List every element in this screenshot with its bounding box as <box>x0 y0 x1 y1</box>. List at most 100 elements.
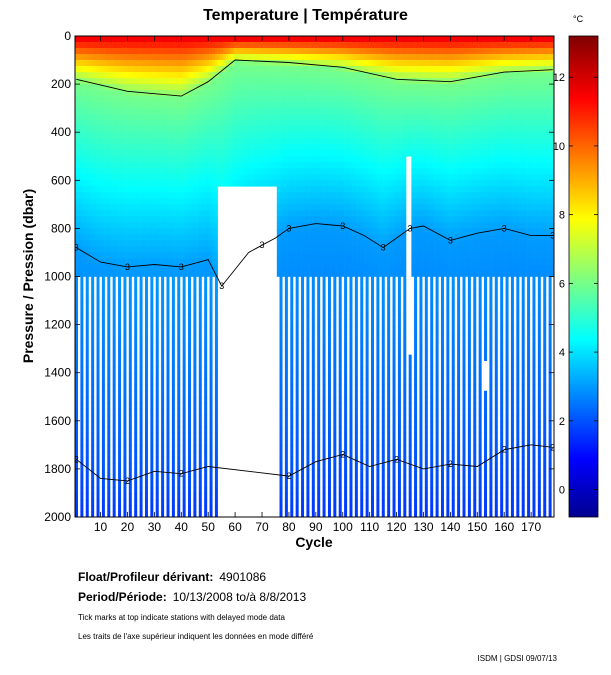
heatmap-cell <box>182 354 186 361</box>
heatmap-cell <box>292 84 296 91</box>
heatmap-cell <box>309 270 313 277</box>
heatmap-cell <box>150 234 154 241</box>
heatmap-cell <box>298 186 302 193</box>
heatmap-cell <box>80 270 84 277</box>
heatmap-cell <box>198 384 202 392</box>
heatmap-cell <box>171 48 175 55</box>
heatmap-cell <box>295 180 299 187</box>
heatmap-cell <box>83 90 87 97</box>
heatmap-cell <box>134 414 138 422</box>
heatmap-cell <box>236 168 240 175</box>
heatmap-cell <box>225 54 229 61</box>
heatmap-cell <box>112 414 116 422</box>
heatmap-cell <box>118 498 122 506</box>
heatmap-cell <box>93 216 97 223</box>
heatmap-cell <box>263 60 267 67</box>
heatmap-cell <box>147 96 151 103</box>
heatmap-cell <box>223 144 226 151</box>
heatmap-cell <box>153 174 157 181</box>
heatmap-cell <box>309 168 313 175</box>
heatmap-cell <box>112 492 116 500</box>
heatmap-cell <box>171 462 175 470</box>
heatmap-cell <box>198 378 202 386</box>
heatmap-cell <box>128 132 132 139</box>
heatmap-cell <box>112 60 116 67</box>
heatmap-cell <box>282 114 286 121</box>
heatmap-cell <box>247 54 251 61</box>
heatmap-cell <box>241 66 245 73</box>
heatmap-cell <box>99 42 103 49</box>
heatmap-cell <box>107 420 111 428</box>
heatmap-cell <box>325 192 329 199</box>
heatmap-cell <box>171 90 175 97</box>
heatmap-cell <box>212 144 216 151</box>
heatmap-cell <box>169 252 173 259</box>
heatmap-cell <box>150 330 154 337</box>
heatmap-cell <box>155 156 159 163</box>
heatmap-cell <box>120 222 124 229</box>
heatmap-cell <box>166 234 170 241</box>
heatmap-cell <box>239 138 243 145</box>
heatmap-cell <box>271 96 275 103</box>
heatmap-cell <box>225 72 229 79</box>
heatmap-cell <box>161 336 165 343</box>
heatmap-cell <box>209 264 213 271</box>
heatmap-cell <box>139 420 143 428</box>
heatmap-cell <box>327 264 331 271</box>
heatmap-cell <box>107 492 111 500</box>
heatmap-cell <box>295 168 299 175</box>
heatmap-cell <box>144 114 148 121</box>
heatmap-cell <box>295 216 299 223</box>
heatmap-cell <box>196 162 200 169</box>
heatmap-cell <box>131 270 135 277</box>
heatmap-cell <box>274 144 278 151</box>
heatmap-cell <box>317 348 321 355</box>
heatmap-cell <box>282 246 286 253</box>
heatmap-cell <box>209 162 213 169</box>
heatmap-cell <box>131 210 135 217</box>
heatmap-cell <box>188 372 192 380</box>
heatmap-cell <box>139 354 143 361</box>
heatmap-cell <box>93 258 97 265</box>
heatmap-cell <box>220 108 224 115</box>
heatmap-cell <box>171 156 175 163</box>
heatmap-cell <box>303 36 307 43</box>
heatmap-cell <box>179 150 183 157</box>
heatmap-cell <box>225 120 229 127</box>
heatmap-cell <box>123 174 127 181</box>
heatmap-cell <box>290 54 294 61</box>
heatmap-cell <box>309 54 313 61</box>
heatmap-cell <box>109 144 113 151</box>
heatmap-cell <box>214 318 218 325</box>
heatmap-cell <box>112 450 116 458</box>
heatmap-cell <box>279 300 283 307</box>
heatmap-cell <box>220 96 224 103</box>
heatmap-cell <box>75 42 78 49</box>
heatmap-cell <box>144 480 148 488</box>
heatmap-cell <box>311 276 315 283</box>
heatmap-cell <box>134 258 138 265</box>
heatmap-cell <box>274 36 278 43</box>
heatmap-cell <box>83 228 87 235</box>
heatmap-cell <box>139 138 143 145</box>
heatmap-cell <box>282 180 286 187</box>
heatmap-cell <box>282 54 286 61</box>
heatmap-cell <box>209 474 213 482</box>
heatmap-cell <box>257 150 261 157</box>
heatmap-cell <box>123 168 127 175</box>
heatmap-cell <box>209 324 213 331</box>
heatmap-cell <box>217 96 221 103</box>
heatmap-cell <box>88 228 92 235</box>
heatmap-cell <box>279 234 283 241</box>
heatmap-cell <box>214 252 218 259</box>
heatmap-cell <box>163 180 167 187</box>
heatmap-cell <box>225 156 229 163</box>
heatmap-cell <box>271 174 275 181</box>
heatmap-cell <box>139 186 143 193</box>
heatmap-cell <box>301 492 305 500</box>
heatmap-cell <box>317 300 321 307</box>
heatmap-cell <box>123 162 127 169</box>
heatmap-cell <box>301 486 305 494</box>
heatmap-cell <box>206 132 210 139</box>
heatmap-cell <box>177 342 181 349</box>
